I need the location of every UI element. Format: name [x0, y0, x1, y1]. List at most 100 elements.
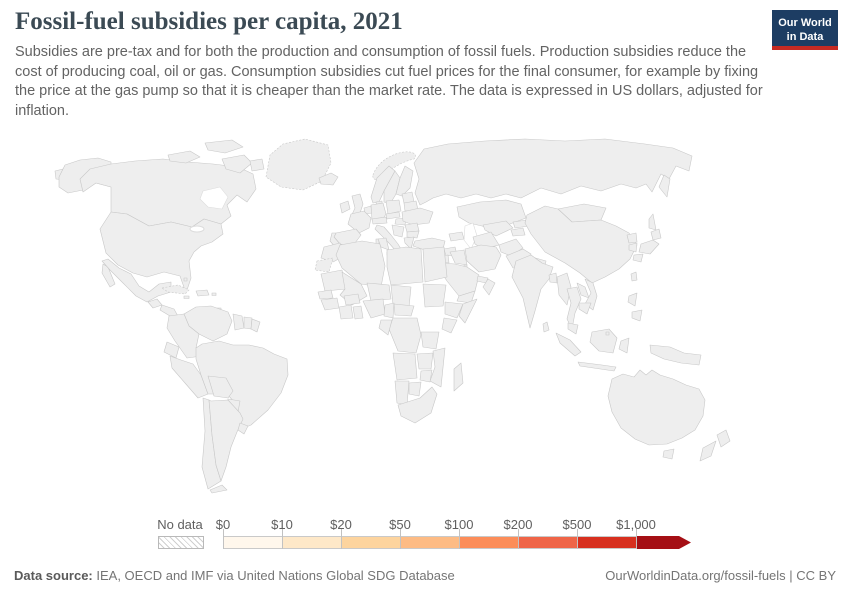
country-poland[interactable] [385, 199, 402, 215]
country-burkina-faso[interactable] [343, 293, 361, 306]
country-madagascar[interactable] [453, 362, 464, 392]
country-senegal[interactable] [317, 289, 334, 300]
country-sri-lanka[interactable] [542, 321, 550, 333]
country-namibia[interactable] [394, 380, 410, 406]
country-vietnam[interactable] [584, 278, 598, 311]
country-india[interactable] [511, 254, 554, 329]
country-usa[interactable] [99, 211, 224, 294]
country-guinea[interactable] [320, 297, 340, 311]
country-caucasus[interactable] [448, 231, 465, 242]
country-czechia-slovakia[interactable] [385, 211, 401, 220]
country-japan-hokkaido[interactable] [650, 228, 662, 241]
country-tajikistan[interactable] [510, 227, 526, 237]
country-bangladesh[interactable] [548, 272, 558, 284]
country-japan-honshu[interactable] [638, 239, 660, 255]
country-canada-arctic[interactable] [167, 150, 201, 164]
country-france[interactable] [347, 210, 372, 234]
country-south-africa[interactable] [397, 386, 438, 424]
country-french-guiana[interactable] [250, 318, 261, 333]
country-south-korea[interactable] [628, 242, 638, 253]
country-argentina[interactable] [208, 399, 244, 482]
legend-segment[interactable] [282, 536, 341, 549]
country-sudan[interactable] [422, 283, 447, 308]
country-kenya[interactable] [441, 317, 458, 334]
country-bahamas[interactable] [183, 277, 188, 282]
country-canada-arctic[interactable] [204, 139, 244, 154]
country-ethiopia[interactable] [444, 301, 464, 319]
country-ivory-coast[interactable] [338, 304, 354, 320]
country-ukraine[interactable] [401, 207, 434, 226]
country-iran[interactable] [464, 244, 502, 273]
attribution-link[interactable]: OurWorldinData.org/fossil-fuels | CC BY [605, 568, 836, 583]
country-tierra-del-fuego[interactable] [209, 484, 228, 494]
country-thailand[interactable] [566, 286, 582, 330]
country-bulgaria[interactable] [406, 230, 420, 239]
country-puerto-rico[interactable] [211, 292, 217, 296]
country-russia[interactable] [413, 138, 693, 206]
country-gabon-congo[interactable] [378, 319, 393, 336]
legend-segment[interactable] [518, 536, 577, 549]
country-balkans[interactable] [391, 224, 405, 238]
country-mozambique[interactable] [429, 347, 446, 388]
country-canada-arctic[interactable] [249, 158, 265, 172]
country-kazakhstan[interactable] [456, 199, 527, 232]
country-ecuador[interactable] [163, 341, 180, 359]
country-ireland[interactable] [339, 200, 351, 214]
country-ghana[interactable] [352, 305, 364, 320]
legend-segment[interactable] [459, 536, 518, 549]
country-niger[interactable] [366, 282, 392, 302]
country-malaysia[interactable] [567, 322, 579, 335]
legend-segment[interactable] [636, 536, 691, 549]
country-tanzania[interactable] [420, 331, 440, 350]
country-libya[interactable] [386, 246, 424, 286]
country-hispaniola[interactable] [195, 289, 210, 297]
country-oman[interactable] [482, 278, 496, 296]
country-sulawesi[interactable] [618, 337, 630, 354]
country-japan-kyushu[interactable] [632, 253, 644, 263]
country-brazil[interactable] [195, 340, 289, 431]
country-north-korea[interactable] [626, 232, 638, 244]
country-zambia[interactable] [416, 352, 434, 370]
country-western-sahara[interactable] [314, 257, 334, 273]
country-cambodia[interactable] [578, 302, 592, 315]
legend-segment[interactable] [223, 536, 282, 549]
country-bolivia[interactable] [207, 375, 234, 399]
legend-segment[interactable] [341, 536, 400, 549]
country-tasmania[interactable] [662, 448, 675, 460]
country-nz-north-island[interactable] [716, 429, 731, 448]
country-kamchatka[interactable] [658, 174, 671, 198]
country-botswana[interactable] [408, 381, 422, 397]
country-zimbabwe[interactable] [419, 369, 433, 383]
country-nigeria[interactable] [362, 298, 386, 319]
country-finland[interactable] [395, 165, 414, 197]
country-sakhalin[interactable] [648, 213, 657, 231]
country-brunei[interactable] [605, 331, 610, 336]
country-china[interactable] [524, 205, 638, 284]
country-sumatra[interactable] [555, 332, 582, 357]
country-taiwan[interactable] [630, 271, 638, 282]
country-iraq[interactable] [449, 249, 468, 266]
country-suriname[interactable] [243, 316, 253, 330]
country-greenland[interactable] [265, 138, 332, 191]
country-drc[interactable] [388, 317, 422, 354]
country-new-guinea[interactable] [649, 344, 702, 366]
country-philippines-mindanao[interactable] [631, 309, 643, 322]
country-egypt[interactable] [422, 246, 448, 283]
country-jamaica[interactable] [183, 295, 190, 299]
legend-segment[interactable] [400, 536, 459, 549]
country-borneo[interactable] [589, 328, 618, 354]
country-romania[interactable] [404, 222, 420, 233]
country-central-african-republic[interactable] [393, 303, 415, 317]
country-angola[interactable] [392, 352, 418, 381]
country-philippines-luzon[interactable] [627, 292, 638, 307]
country-nz-south-island[interactable] [699, 440, 717, 462]
country-cameroon[interactable] [383, 302, 395, 319]
legend-segment[interactable] [577, 536, 636, 549]
country-switzerland-austria[interactable] [371, 216, 388, 225]
country-somalia[interactable] [458, 298, 478, 324]
owid-logo[interactable]: Our World in Data [772, 10, 838, 50]
country-guyana[interactable] [232, 313, 245, 331]
country-australia[interactable] [607, 369, 706, 446]
country-java[interactable] [577, 361, 617, 372]
country-uruguay[interactable] [237, 422, 249, 435]
